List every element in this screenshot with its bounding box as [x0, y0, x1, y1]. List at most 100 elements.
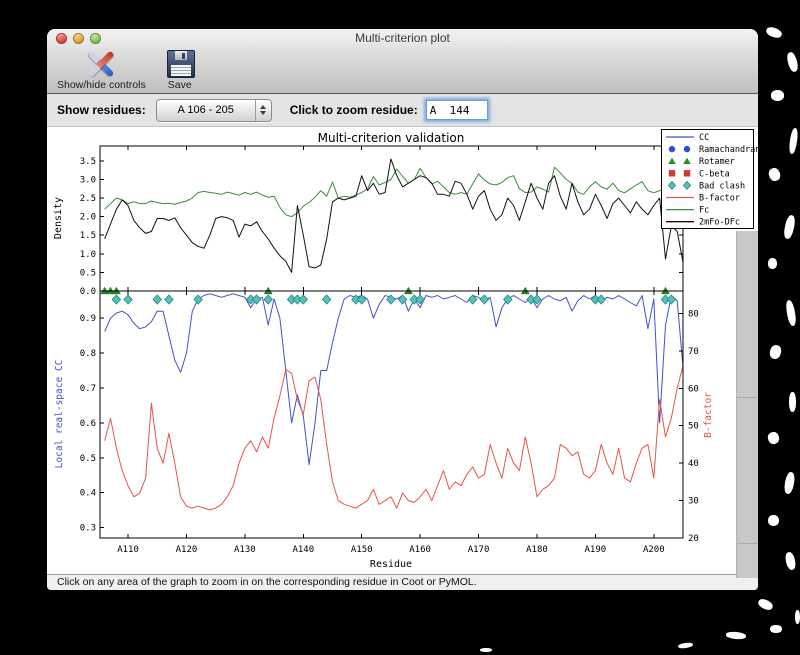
window-title: Multi-criterion plot — [355, 31, 450, 45]
svg-text:80: 80 — [688, 309, 699, 319]
svg-text:C-beta: C-beta — [699, 169, 730, 179]
minimize-button[interactable] — [73, 33, 84, 44]
svg-text:0.9: 0.9 — [80, 314, 96, 324]
artifact-blob — [784, 299, 798, 327]
series-B-factor — [104, 365, 684, 511]
zoom-residue-input[interactable] — [425, 100, 488, 120]
svg-text:40: 40 — [688, 459, 699, 469]
artifact-blob — [795, 610, 800, 624]
titlebar[interactable]: Multi-criterion plot — [47, 29, 758, 48]
svg-text:B-factor: B-factor — [699, 194, 740, 204]
axis-ticks — [100, 146, 683, 539]
show-hide-controls-button[interactable]: Show/hide controls — [57, 49, 146, 91]
svg-text:A150: A150 — [351, 545, 373, 555]
save-button[interactable]: Save — [162, 49, 198, 91]
artifact-blob — [771, 90, 784, 101]
controls-row: Show residues: A 106 - 205 Click to zoom… — [47, 94, 758, 127]
status-bar: Click on any area of the graph to zoom i… — [47, 574, 758, 590]
svg-text:A130: A130 — [234, 545, 256, 555]
outlier-markers — [100, 286, 677, 305]
svg-text:A170: A170 — [468, 545, 490, 555]
window-chrome: Multi-criterion plot Show/hide controls … — [47, 29, 758, 94]
toolbar: Show/hide controls Save — [47, 48, 758, 93]
svg-text:CC: CC — [699, 133, 709, 143]
svg-text:0.6: 0.6 — [80, 419, 96, 429]
figure-area: A110 A120 A130 A140 A150 A160 A170 A180 A190 A200… — [47, 127, 758, 578]
bfactor-axis-label: B-factor — [703, 392, 714, 438]
svg-text:A190: A190 — [585, 545, 607, 555]
bottom-plot-frame — [99, 290, 684, 539]
artifact-blob — [767, 166, 782, 183]
artifact-blob — [764, 25, 784, 40]
artifact-blob — [788, 127, 799, 155]
svg-text:3.5: 3.5 — [80, 157, 96, 167]
svg-text:70: 70 — [688, 347, 699, 357]
artifact-blob — [782, 214, 797, 240]
artifact-blob — [480, 648, 492, 652]
artifact-blob — [756, 597, 775, 612]
artifact-blob — [766, 430, 781, 446]
svg-text:A160: A160 — [409, 545, 431, 555]
series-CC — [104, 293, 684, 466]
top-plot-frame — [99, 145, 684, 292]
svg-text:0.7: 0.7 — [80, 384, 96, 394]
cc-axis-label: Local real-space CC — [54, 360, 65, 469]
svg-text:A200: A200 — [643, 545, 665, 555]
show-residues-label: Show residues: — [57, 103, 146, 117]
svg-text:2mFo-DFc: 2mFo-DFc — [699, 218, 740, 228]
series-Fc — [104, 166, 684, 218]
svg-text:50: 50 — [688, 422, 699, 432]
artifact-blob — [783, 471, 796, 495]
show-hide-controls-label: Show/hide controls — [57, 79, 146, 91]
save-label: Save — [167, 79, 192, 91]
svg-text:Bad clash: Bad clash — [699, 181, 745, 191]
svg-text:0.0: 0.0 — [80, 287, 96, 297]
artifact-blob — [768, 515, 779, 526]
stepper-icon — [254, 99, 271, 121]
svg-text:2.0: 2.0 — [80, 213, 96, 223]
artifact-blob — [770, 625, 782, 633]
right-gutter — [736, 231, 758, 578]
artifact-blob — [785, 51, 800, 73]
svg-text:Rotamer: Rotamer — [699, 157, 735, 167]
artifact-blob — [784, 551, 797, 571]
series-2mFo-DFc — [104, 158, 684, 273]
svg-text:60: 60 — [688, 384, 699, 394]
svg-text:0.5: 0.5 — [80, 454, 96, 464]
svg-text:20: 20 — [688, 534, 699, 544]
svg-text:Ramachandran: Ramachandran — [699, 145, 758, 155]
svg-text:Fc: Fc — [699, 206, 709, 216]
artifact-blob — [677, 641, 694, 650]
svg-text:A110: A110 — [117, 545, 139, 555]
app-window: Multi-criterion plot Show/hide controls … — [47, 29, 758, 590]
close-button[interactable] — [56, 33, 67, 44]
svg-text:0.3: 0.3 — [80, 524, 96, 534]
residue-axis-label: Residue — [370, 559, 412, 570]
chart-title: Multi-criterion validation — [318, 131, 465, 145]
zoom-residue-label: Click to zoom residue: — [289, 103, 418, 117]
svg-text:A140: A140 — [292, 545, 314, 555]
svg-text:0.5: 0.5 — [80, 268, 96, 278]
svg-text:1.5: 1.5 — [80, 231, 96, 241]
svg-text:0.4: 0.4 — [80, 489, 96, 499]
svg-text:0.8: 0.8 — [80, 349, 96, 359]
svg-text:1.0: 1.0 — [80, 250, 96, 260]
status-message: Click on any area of the graph to zoom i… — [57, 576, 477, 588]
density-axis-label: Density — [53, 197, 64, 239]
svg-text:A120: A120 — [176, 545, 198, 555]
multi-criterion-plot[interactable]: A110 A120 A130 A140 A150 A160 A170 A180 A190 A200… — [47, 127, 758, 577]
legend: CC Ramachandran Rotamer C-beta Bad clash B-fa… — [661, 129, 758, 229]
artifact-blob — [768, 258, 777, 269]
traffic-lights — [56, 33, 101, 44]
residue-range-value: A 106 - 205 — [177, 103, 234, 116]
svg-text:A180: A180 — [526, 545, 548, 555]
tools-icon — [83, 49, 119, 78]
svg-text:30: 30 — [688, 497, 699, 507]
svg-text:2.5: 2.5 — [80, 194, 96, 204]
artifact-blob — [789, 392, 796, 412]
zoom-button[interactable] — [90, 33, 101, 44]
svg-text:3.0: 3.0 — [80, 175, 96, 185]
save-icon — [162, 49, 198, 78]
residue-range-dropdown[interactable]: A 106 - 205 — [155, 98, 272, 122]
artifact-blob — [768, 343, 783, 361]
